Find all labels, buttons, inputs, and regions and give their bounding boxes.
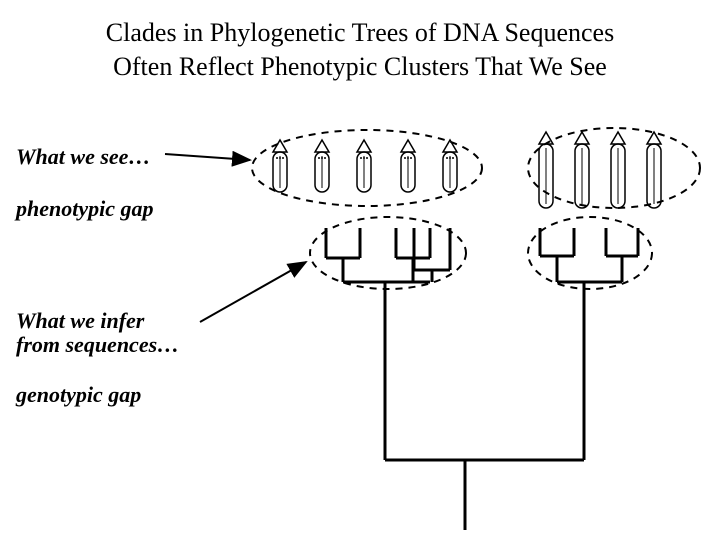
diagram-stage: Clades in Phylogenetic Trees of DNA Sequ…: [0, 0, 720, 540]
dashed-oval-genoLeft: [310, 217, 466, 289]
organism-icon: [315, 140, 329, 192]
organism-icon: [401, 140, 415, 192]
organism-icon: [357, 140, 371, 192]
organism-icon: [273, 140, 287, 192]
diagram-svg: [0, 0, 720, 540]
organism-icon: [611, 132, 625, 208]
organism-icon: [647, 132, 661, 208]
organism-icon: [443, 140, 457, 192]
arrow-inferArrow: [200, 262, 306, 322]
arrow-seeArrow: [165, 154, 250, 160]
organism-icon: [575, 132, 589, 208]
dashed-oval-genoRight: [528, 217, 652, 289]
organism-icon: [539, 132, 553, 208]
